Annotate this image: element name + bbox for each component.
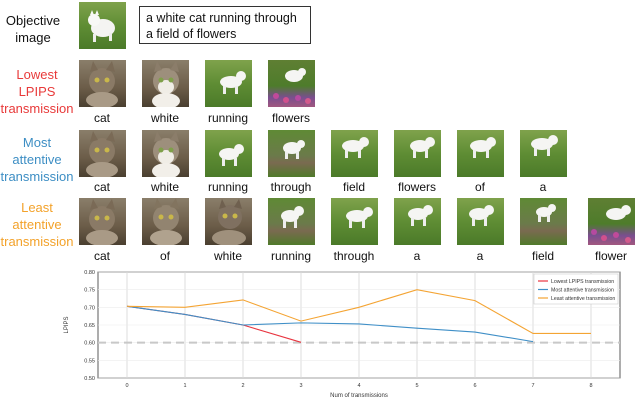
orange-caption-5: through [333, 249, 375, 263]
orange-thumb-8-field-cat [520, 198, 567, 245]
series-line-2 [126, 289, 591, 335]
blue-thumb-8-a-cat [520, 130, 567, 177]
x-tick-label: 0 [125, 383, 128, 389]
blue-thumb-2-white-cat [142, 130, 189, 177]
least-attentive-row-label: Least attentive transmission [0, 200, 74, 249]
legend-entry-1: Most attentive transmission [551, 288, 614, 294]
x-tick-label: 2 [241, 383, 244, 389]
orange-thumb-4-running-cat [268, 198, 315, 245]
y-axis-label: LPIPS [64, 316, 70, 333]
x-tick-label: 6 [473, 383, 476, 389]
objective-image [79, 2, 126, 49]
orange-thumb-9-flower-cat [588, 198, 635, 245]
orange-thumb-5-through-cat [331, 198, 378, 245]
x-tick-label: 3 [299, 383, 302, 389]
red-caption-1: cat [93, 111, 110, 125]
blue-thumb-3-running-cat [205, 130, 252, 177]
orange-caption-9: flower [594, 249, 627, 263]
legend-entry-0: Lowest LPIPS transmission [551, 279, 614, 285]
blue-thumb-5-field-cat [331, 130, 378, 177]
orange-caption-4: running [270, 249, 312, 263]
blue-caption-5: field [342, 180, 365, 194]
red-thumb-1-tabby-cat [79, 60, 126, 107]
red-thumb-4-flowers-cat [268, 60, 315, 107]
orange-thumb-3-tabby-cat [205, 198, 252, 245]
blue-caption-3: running [207, 180, 249, 194]
orange-caption-2: of [159, 249, 170, 263]
blue-thumb-1-tabby-cat [79, 130, 126, 177]
lpips-line-chart: 0 1 2 3 4 5 6 7 8 0.80 0.75 0.70 0.65 0.60 0.55 0.50 Num… [64, 270, 621, 398]
legend-entry-2: Least attentive transmission [551, 296, 615, 302]
orange-caption-3: white [213, 249, 242, 263]
blue-caption-7: of [474, 180, 485, 194]
series-line-1 [126, 305, 534, 343]
orange-thumb-7-a-cat [457, 198, 504, 245]
orange-caption-1: cat [93, 249, 110, 263]
y-tick-label: 0.70 [84, 305, 95, 311]
orange-thumb-2-tabby-cat [142, 198, 189, 245]
red-caption-2: white [150, 111, 179, 125]
orange-caption-7: a [476, 249, 484, 263]
x-axis-label: Num of transmissions [330, 393, 388, 398]
blue-caption-4: through [270, 180, 312, 194]
red-thumb-2-white-cat [142, 60, 189, 107]
x-tick-label: 5 [415, 383, 418, 389]
orange-caption-8: field [531, 249, 554, 263]
x-tick-label: 8 [589, 383, 592, 389]
red-caption-3: running [207, 111, 249, 125]
blue-thumb-6-flowers-cat [394, 130, 441, 177]
y-tick-label: 0.75 [84, 288, 95, 294]
blue-caption-2: white [150, 180, 179, 194]
y-tick-label: 0.65 [84, 323, 95, 329]
y-tick-label: 0.60 [84, 341, 95, 347]
y-tick-label: 0.80 [84, 270, 95, 276]
prompt-text-box: a white cat running through a field of f… [139, 6, 311, 44]
red-thumb-3-running-cat [205, 60, 252, 107]
blue-caption-8: a [539, 180, 547, 194]
orange-thumb-1-tabby-cat [79, 198, 126, 245]
y-tick-label: 0.55 [84, 358, 95, 364]
blue-caption-6: flowers [397, 180, 436, 194]
orange-caption-6: a [413, 249, 421, 263]
blue-thumb-7-of-cat [457, 130, 504, 177]
objective-image-label: Objective image [5, 13, 61, 45]
blue-caption-1: cat [93, 180, 110, 194]
red-caption-4: flowers [271, 111, 310, 125]
y-tick-label: 0.50 [84, 376, 95, 382]
x-tick-label: 7 [531, 383, 534, 389]
most-attentive-row-label: Most attentive transmission [0, 135, 74, 184]
lowest-lpips-row-label: Lowest LPIPS transmission [0, 67, 74, 116]
x-tick-label: 1 [183, 383, 186, 389]
blue-thumb-4-through-cat [268, 130, 315, 177]
orange-thumb-6-a-cat [394, 198, 441, 245]
x-tick-label: 4 [357, 383, 360, 389]
